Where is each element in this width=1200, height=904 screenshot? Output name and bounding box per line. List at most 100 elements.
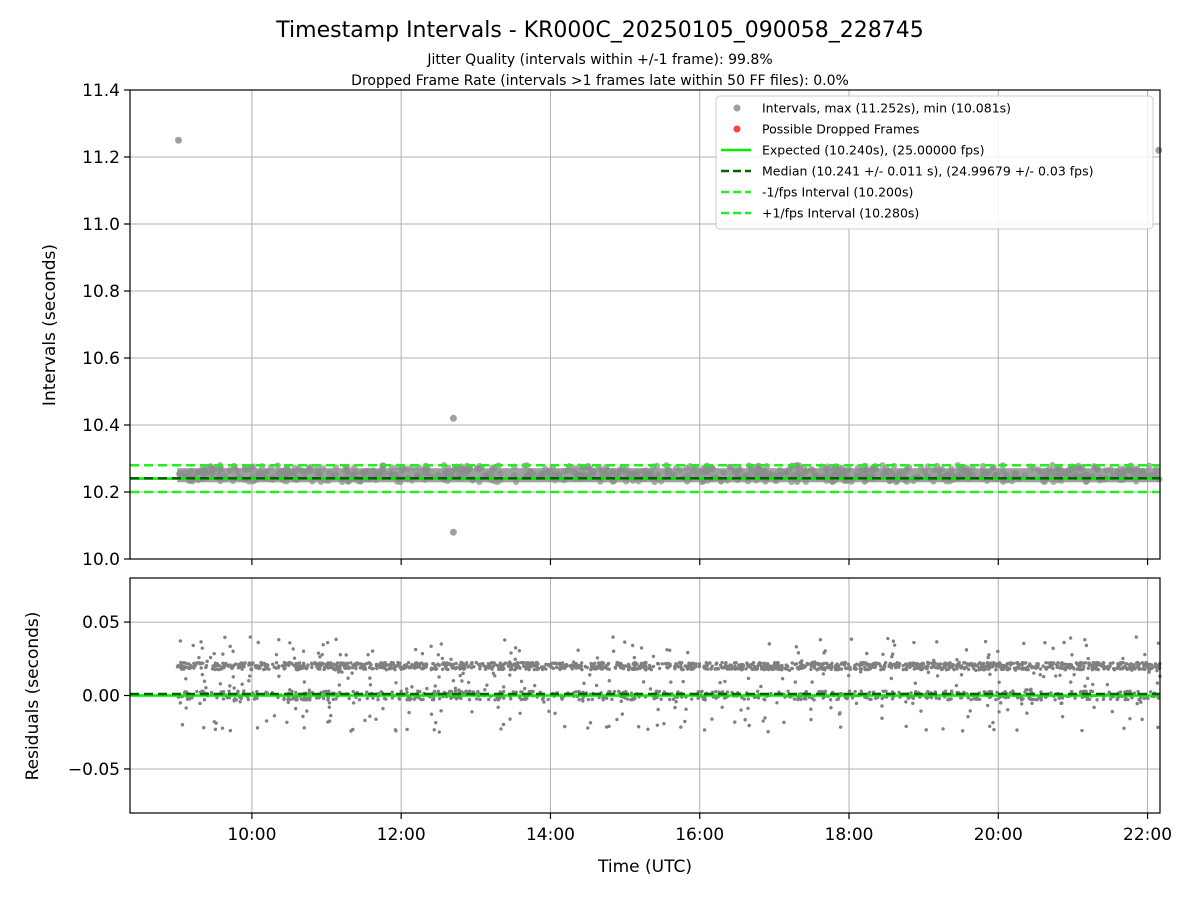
residual-point bbox=[977, 697, 982, 702]
interval-point bbox=[1012, 472, 1019, 479]
residual-point bbox=[394, 729, 398, 733]
residual-point bbox=[1036, 663, 1040, 668]
residual-point bbox=[1085, 676, 1090, 681]
residual-point bbox=[414, 663, 419, 667]
residual-point bbox=[405, 690, 409, 695]
interval-point bbox=[215, 465, 223, 472]
interval-point bbox=[319, 465, 327, 472]
residual-point bbox=[1073, 696, 1077, 700]
residual-point bbox=[986, 655, 990, 660]
residual-point bbox=[406, 660, 411, 665]
residual-point bbox=[527, 667, 531, 672]
residual-point bbox=[696, 696, 701, 700]
residual-point bbox=[532, 667, 537, 672]
residual-point bbox=[501, 685, 506, 689]
residual-point bbox=[301, 649, 306, 653]
residual-point bbox=[367, 665, 372, 670]
residual-point bbox=[580, 697, 585, 701]
residual-point bbox=[679, 667, 684, 671]
residual-point bbox=[934, 696, 939, 700]
residual-point bbox=[1091, 682, 1095, 687]
residual-point bbox=[205, 659, 209, 664]
residual-point bbox=[673, 705, 677, 710]
residual-point bbox=[542, 700, 546, 704]
residual-point bbox=[570, 664, 574, 668]
residual-point bbox=[1053, 674, 1058, 678]
residual-point bbox=[214, 721, 218, 725]
residual-point bbox=[468, 689, 472, 693]
residual-point bbox=[327, 719, 332, 723]
residual-point bbox=[720, 705, 724, 709]
residual-point bbox=[790, 666, 794, 671]
residual-point bbox=[595, 656, 600, 660]
residual-point bbox=[988, 672, 992, 677]
residual-point bbox=[391, 661, 395, 665]
residual-point bbox=[310, 662, 314, 667]
residual-point bbox=[1060, 714, 1065, 719]
interval-point bbox=[1152, 465, 1160, 473]
residual-point bbox=[184, 661, 188, 666]
residual-point bbox=[994, 697, 998, 702]
residual-point bbox=[985, 664, 990, 669]
legend-label: Intervals, max (11.252s), min (10.081s) bbox=[762, 101, 1011, 116]
residual-point bbox=[381, 706, 385, 711]
residual-point bbox=[826, 663, 830, 667]
residual-point bbox=[626, 665, 631, 669]
residual-point bbox=[677, 660, 682, 665]
residual-point bbox=[178, 701, 183, 705]
residual-point bbox=[810, 680, 814, 684]
residual-point bbox=[363, 666, 367, 670]
residual-point bbox=[665, 648, 669, 652]
residual-point bbox=[1142, 696, 1147, 701]
residual-point bbox=[954, 683, 959, 688]
residual-point bbox=[202, 698, 207, 702]
interval-point bbox=[731, 468, 739, 475]
residual-point bbox=[209, 690, 214, 695]
interval-point bbox=[397, 478, 404, 486]
residual-point bbox=[881, 666, 886, 670]
residual-point bbox=[1069, 689, 1074, 694]
residual-point bbox=[325, 640, 330, 645]
residual-point bbox=[966, 696, 970, 700]
residual-point bbox=[436, 662, 440, 666]
interval-point bbox=[765, 470, 773, 478]
residual-point bbox=[455, 666, 459, 670]
residual-point bbox=[1155, 681, 1160, 685]
residual-point bbox=[889, 666, 894, 670]
residual-point bbox=[780, 676, 785, 681]
interval-point bbox=[776, 467, 784, 474]
interval-point bbox=[360, 470, 368, 478]
interval-point bbox=[305, 467, 312, 474]
residual-point bbox=[200, 672, 205, 677]
residual-point bbox=[351, 727, 355, 732]
residual-point bbox=[811, 662, 815, 666]
top-y-tick-label: 10.4 bbox=[82, 416, 120, 436]
residual-point bbox=[336, 670, 341, 674]
residual-point bbox=[478, 697, 482, 702]
residual-point bbox=[1095, 698, 1099, 702]
residual-point bbox=[897, 690, 901, 695]
residual-point bbox=[612, 689, 617, 694]
residual-point bbox=[522, 686, 527, 691]
residual-point bbox=[1017, 666, 1021, 670]
residual-point bbox=[995, 690, 999, 695]
bottom-x-tick-label: 10:00 bbox=[227, 825, 276, 845]
interval-point bbox=[620, 468, 627, 475]
residual-point bbox=[1020, 662, 1024, 667]
residual-point bbox=[1074, 661, 1079, 665]
residual-point bbox=[1078, 691, 1083, 695]
residual-point bbox=[936, 666, 940, 670]
residual-point bbox=[570, 667, 574, 671]
residual-point bbox=[454, 695, 458, 700]
residual-point bbox=[407, 666, 412, 670]
residual-point bbox=[299, 697, 304, 701]
residual-point bbox=[802, 696, 806, 701]
residual-point bbox=[297, 661, 302, 665]
residual-point bbox=[409, 696, 413, 701]
interval-point bbox=[985, 468, 992, 475]
residual-point bbox=[295, 668, 300, 672]
residual-point bbox=[1137, 697, 1141, 702]
residual-point bbox=[1033, 666, 1038, 670]
residual-point bbox=[183, 690, 187, 694]
